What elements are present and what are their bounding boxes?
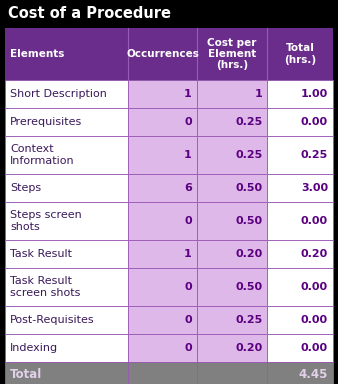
Text: Context
Information: Context Information: [10, 144, 75, 166]
FancyBboxPatch shape: [197, 174, 267, 202]
Text: Cost per
Element
(hrs.): Cost per Element (hrs.): [208, 38, 257, 70]
FancyBboxPatch shape: [197, 136, 267, 174]
FancyBboxPatch shape: [5, 28, 333, 80]
FancyBboxPatch shape: [5, 306, 128, 334]
Text: 0: 0: [184, 343, 192, 353]
Text: Short Description: Short Description: [10, 89, 107, 99]
FancyBboxPatch shape: [197, 240, 267, 268]
Text: 1.00: 1.00: [301, 89, 328, 99]
FancyBboxPatch shape: [128, 202, 197, 240]
Text: Indexing: Indexing: [10, 343, 58, 353]
Text: Elements: Elements: [10, 49, 64, 59]
FancyBboxPatch shape: [197, 334, 267, 362]
FancyBboxPatch shape: [5, 174, 128, 202]
FancyBboxPatch shape: [5, 362, 333, 384]
FancyBboxPatch shape: [267, 268, 333, 306]
FancyBboxPatch shape: [128, 306, 197, 334]
Text: 0.00: 0.00: [301, 117, 328, 127]
FancyBboxPatch shape: [197, 108, 267, 136]
Text: 3.00: 3.00: [301, 183, 328, 193]
Text: 1: 1: [184, 249, 192, 259]
FancyBboxPatch shape: [5, 202, 128, 240]
Text: 0.25: 0.25: [301, 150, 328, 160]
FancyBboxPatch shape: [5, 334, 128, 362]
FancyBboxPatch shape: [197, 268, 267, 306]
FancyBboxPatch shape: [0, 0, 338, 28]
Text: 6: 6: [184, 183, 192, 193]
Text: Steps screen
shots: Steps screen shots: [10, 210, 82, 232]
FancyBboxPatch shape: [5, 136, 128, 174]
Text: 1: 1: [255, 89, 262, 99]
Text: 0.00: 0.00: [301, 343, 328, 353]
Text: Prerequisites: Prerequisites: [10, 117, 82, 127]
Text: 0: 0: [184, 216, 192, 226]
Text: 0.20: 0.20: [235, 343, 262, 353]
Text: Occurrences: Occurrences: [126, 49, 199, 59]
Text: Total
(hrs.): Total (hrs.): [284, 43, 316, 65]
Text: 0.00: 0.00: [301, 282, 328, 292]
FancyBboxPatch shape: [128, 136, 197, 174]
FancyBboxPatch shape: [128, 240, 197, 268]
FancyBboxPatch shape: [128, 174, 197, 202]
Text: 0.20: 0.20: [301, 249, 328, 259]
Text: 0: 0: [184, 315, 192, 325]
FancyBboxPatch shape: [267, 108, 333, 136]
Text: 0.50: 0.50: [235, 216, 262, 226]
Text: 0: 0: [184, 282, 192, 292]
FancyBboxPatch shape: [128, 334, 197, 362]
FancyBboxPatch shape: [128, 108, 197, 136]
Text: 1: 1: [184, 89, 192, 99]
FancyBboxPatch shape: [267, 334, 333, 362]
Text: 0.50: 0.50: [235, 183, 262, 193]
FancyBboxPatch shape: [197, 202, 267, 240]
Text: 0.50: 0.50: [235, 282, 262, 292]
FancyBboxPatch shape: [267, 240, 333, 268]
FancyBboxPatch shape: [5, 240, 128, 268]
Text: Steps: Steps: [10, 183, 41, 193]
FancyBboxPatch shape: [5, 268, 128, 306]
FancyBboxPatch shape: [267, 202, 333, 240]
FancyBboxPatch shape: [5, 80, 128, 108]
FancyBboxPatch shape: [197, 306, 267, 334]
Text: 1: 1: [184, 150, 192, 160]
FancyBboxPatch shape: [197, 80, 267, 108]
FancyBboxPatch shape: [267, 136, 333, 174]
Text: 4.45: 4.45: [299, 367, 328, 381]
FancyBboxPatch shape: [128, 80, 197, 108]
Text: Post-Requisites: Post-Requisites: [10, 315, 95, 325]
Text: Total: Total: [10, 367, 42, 381]
FancyBboxPatch shape: [5, 108, 128, 136]
Text: Cost of a Procedure: Cost of a Procedure: [8, 7, 171, 22]
FancyBboxPatch shape: [267, 306, 333, 334]
Text: 0.20: 0.20: [235, 249, 262, 259]
Text: 0: 0: [184, 117, 192, 127]
Text: Task Result
screen shots: Task Result screen shots: [10, 276, 80, 298]
FancyBboxPatch shape: [128, 268, 197, 306]
FancyBboxPatch shape: [267, 80, 333, 108]
Text: 0.00: 0.00: [301, 216, 328, 226]
Text: 0.00: 0.00: [301, 315, 328, 325]
Text: Task Result: Task Result: [10, 249, 72, 259]
Text: 0.25: 0.25: [235, 150, 262, 160]
FancyBboxPatch shape: [267, 174, 333, 202]
Text: 0.25: 0.25: [235, 117, 262, 127]
Text: 0.25: 0.25: [235, 315, 262, 325]
